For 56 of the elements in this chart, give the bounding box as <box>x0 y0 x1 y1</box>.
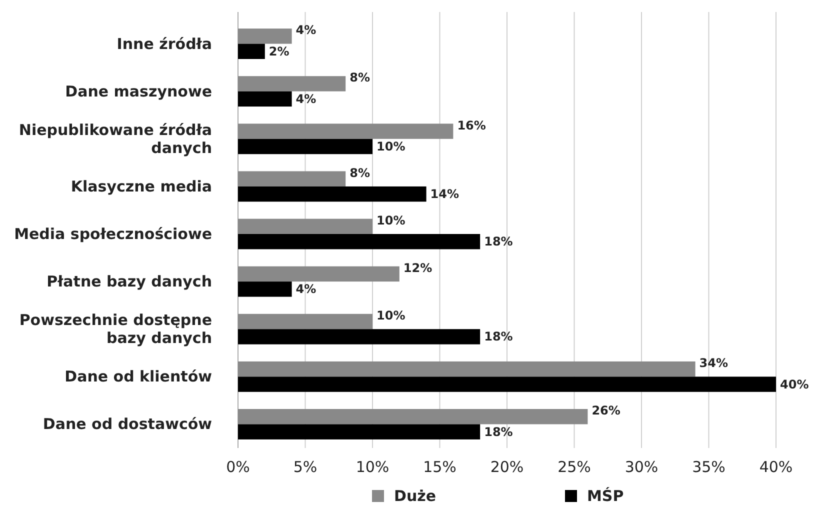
bar <box>238 218 372 234</box>
bar <box>238 44 265 59</box>
bar <box>238 91 292 107</box>
x-tick-label: 25% <box>558 458 591 476</box>
y-tick-label: Płatne bazy danych <box>46 272 212 291</box>
bar <box>238 409 588 424</box>
x-tick-label: 0% <box>226 458 250 476</box>
data-label: 14% <box>430 187 460 202</box>
data-label: 2% <box>268 44 290 58</box>
data-label: 34% <box>699 356 728 370</box>
data-label: 40% <box>780 377 809 392</box>
bar <box>238 266 400 282</box>
bar <box>238 282 292 297</box>
bar <box>238 314 372 330</box>
data-label: 8% <box>350 166 370 180</box>
y-tick-label: Inne źródła <box>116 34 212 53</box>
data-label: 4% <box>296 23 316 38</box>
data-label: 18% <box>484 234 513 249</box>
y-tick-label: Dane maszynowe <box>65 82 212 100</box>
data-label: 10% <box>376 213 406 228</box>
bar <box>238 76 346 92</box>
x-tick-label: 40% <box>759 458 793 476</box>
data-label: 26% <box>592 404 620 418</box>
bar <box>238 124 454 139</box>
x-tick-label: 30% <box>624 458 658 476</box>
bar <box>238 424 480 440</box>
y-tick-label: Dane od klientów <box>64 368 212 386</box>
x-tick-label: 5% <box>293 458 318 476</box>
y-tick-label: Niepublikowane źródła danych <box>18 120 212 157</box>
x-tick-label: 10% <box>356 458 390 476</box>
y-tick-label: Klasyczne media <box>70 177 212 196</box>
bar <box>238 361 696 377</box>
legend-label: Duże <box>394 487 436 505</box>
data-label: 10% <box>376 140 406 154</box>
x-tick-label: 35% <box>692 458 726 476</box>
data-label: 4% <box>296 282 316 296</box>
bar <box>238 171 346 186</box>
data-label: 4% <box>296 92 316 106</box>
data-label: 18% <box>484 330 513 344</box>
y-tick-label: Dane od dostawców <box>42 415 212 434</box>
legend-label: MŚP <box>587 487 624 505</box>
x-tick-label: 20% <box>490 458 524 476</box>
y-tick-label: Media społecznościowe <box>14 225 212 243</box>
bar <box>238 28 292 44</box>
data-label: 18% <box>484 424 513 439</box>
data-label: 10% <box>376 308 406 322</box>
y-tick-label: Powszechnie dostępne bazy danych <box>19 311 212 348</box>
bar <box>238 138 372 154</box>
data-label: 12% <box>403 260 432 275</box>
x-tick-label: 15% <box>423 458 456 476</box>
data-label: 8% <box>350 70 370 85</box>
bar <box>238 186 426 202</box>
bar <box>238 376 776 392</box>
bar <box>238 234 480 250</box>
data-label: 16% <box>457 118 486 132</box>
bar <box>238 329 480 344</box>
